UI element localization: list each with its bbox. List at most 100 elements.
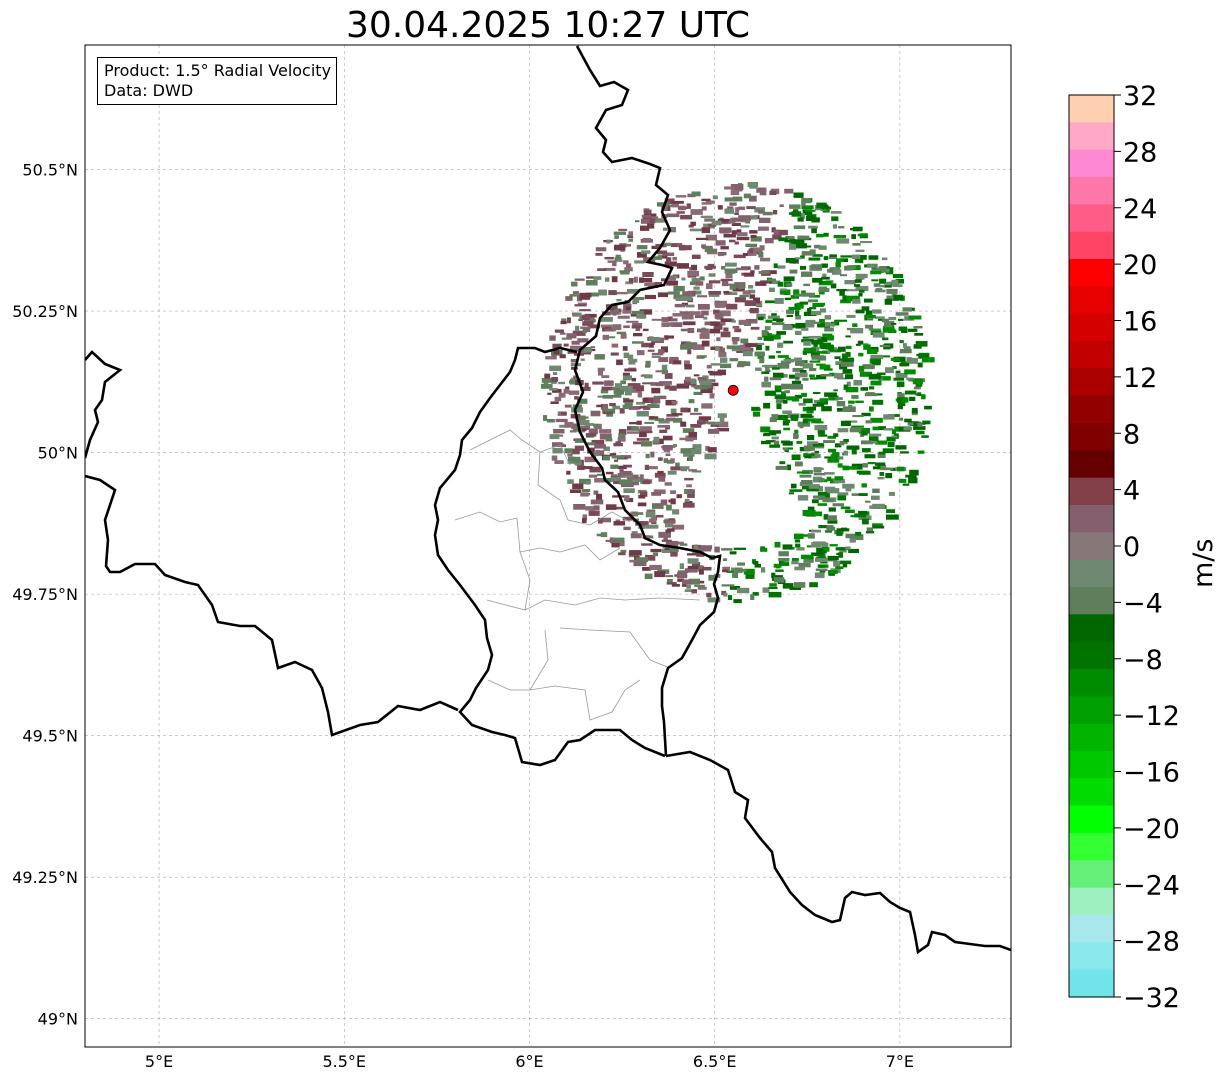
radar-echo-cell: [769, 190, 777, 195]
x-tick-label: 7°E: [886, 1052, 914, 1071]
radar-echo-cell: [662, 445, 673, 451]
radar-echo-cell: [628, 231, 633, 236]
radar-echo-cell: [616, 359, 623, 366]
radar-echo-cell: [581, 489, 591, 493]
radar-echo-cell: [781, 383, 792, 390]
radar-echo-cell: [907, 328, 918, 332]
radar-echo-cell: [610, 352, 619, 356]
radar-echo-cell: [648, 218, 656, 224]
radar-echo-cell: [760, 426, 771, 433]
radar-echo-cell: [651, 355, 661, 358]
radar-echo-cell: [812, 277, 823, 283]
radar-echo-cell: [859, 371, 872, 377]
radar-echo-cell: [758, 209, 763, 214]
radar-echo-cell: [821, 276, 830, 280]
radar-echo-cell: [619, 408, 625, 414]
radar-echo-cell: [685, 304, 694, 308]
radar-echo-cell: [684, 477, 694, 481]
radar-echo-cell: [890, 357, 900, 361]
radar-echo-cell: [715, 240, 726, 246]
radar-echo-cell: [645, 216, 659, 220]
radar-echo-cell: [719, 417, 725, 423]
radar-echo-cell: [636, 420, 642, 425]
radar-echo-cell: [681, 313, 694, 320]
radar-echo-cell: [801, 339, 814, 343]
radar-echo-cell: [631, 310, 644, 315]
radar-echo-cell: [594, 444, 606, 449]
radar-echo-cell: [670, 458, 675, 464]
radar-echo-cell: [670, 552, 678, 557]
radar-echo-cell: [559, 354, 566, 359]
radar-echo-cell: [805, 209, 816, 212]
radar-echo-cell: [764, 238, 774, 244]
radar-echo-cell: [837, 377, 847, 380]
radar-echo-cell: [794, 461, 803, 467]
radar-echo-cell: [652, 503, 664, 509]
radar-echo-cell: [739, 344, 752, 351]
radar-echo-cell: [851, 395, 859, 399]
radar-echo-cell: [734, 212, 739, 215]
radar-echo-cell: [725, 272, 733, 279]
radar-echo-cell: [619, 385, 633, 390]
radar-echo-cell: [665, 399, 676, 406]
radar-echo-cell: [827, 335, 834, 341]
radar-echo-cell: [779, 461, 786, 465]
radar-echo-cell: [692, 290, 702, 295]
radar-echo-cell: [869, 406, 874, 412]
radar-echo-cell: [797, 235, 803, 238]
radar-echo-cell: [909, 469, 919, 476]
radar-echo-cell: [883, 414, 895, 420]
radar-echo-cell: [828, 345, 835, 351]
radar-echo-cell: [660, 499, 668, 506]
radar-echo-cell: [572, 312, 579, 316]
radar-echo-cell: [782, 544, 793, 550]
radar-site-marker: [727, 384, 739, 396]
radar-echo-cell: [800, 255, 805, 259]
radar-echo-cell: [858, 365, 865, 372]
radar-echo-cell: [704, 218, 716, 222]
radar-echo-cell: [765, 300, 778, 304]
radar-echo-cell: [840, 506, 849, 510]
radar-echo-cell: [635, 557, 648, 563]
radar-echo-cell: [802, 510, 816, 516]
radar-echo-cell: [633, 333, 643, 337]
radar-echo-cell: [799, 370, 807, 373]
radar-echo-cell: [549, 335, 556, 341]
radar-echo-cell: [818, 564, 825, 568]
radar-echo-cell: [593, 423, 600, 428]
y-tick-label: 49.75°N: [12, 585, 78, 604]
radar-echo-cell: [738, 206, 746, 210]
radar-echo-cell: [624, 267, 633, 272]
radar-echo-cell: [630, 533, 642, 539]
radar-echo-cell: [563, 343, 569, 347]
radar-echo-cell: [848, 548, 859, 553]
radar-echo-cell: [691, 191, 701, 197]
radar-echo-cell: [855, 531, 862, 535]
radar-echo-cell: [846, 314, 856, 318]
radar-echo-cell: [811, 452, 819, 457]
radar-echo-cell: [665, 523, 674, 528]
radar-echo-cell: [628, 387, 642, 393]
radar-echo-cell: [606, 411, 614, 417]
radar-echo-cell: [614, 244, 626, 251]
radar-echo-cell: [610, 477, 621, 482]
radar-echo-cell: [903, 346, 911, 352]
radar-echo-cell: [898, 417, 904, 421]
radar-echo-cell: [613, 521, 626, 526]
radar-echo-cell: [611, 543, 620, 548]
radar-echo-cell: [769, 287, 775, 292]
radar-echo-cell: [729, 586, 741, 590]
radar-echo-cell: [597, 268, 607, 271]
radar-echo-cell: [908, 378, 913, 382]
radar-echo-cell: [890, 322, 897, 325]
radar-echo-cell: [595, 449, 600, 454]
radar-echo-cell: [625, 263, 632, 269]
radar-echo-cell: [909, 421, 919, 427]
radar-echo-cell: [708, 291, 722, 295]
radar-echo-cell: [834, 476, 844, 481]
radar-echo-cell: [573, 426, 582, 432]
radar-echo-cell: [899, 348, 912, 354]
radar-echo-cell: [874, 316, 885, 319]
radar-echo-cell: [827, 515, 837, 521]
radar-echo-cell: [690, 378, 696, 384]
